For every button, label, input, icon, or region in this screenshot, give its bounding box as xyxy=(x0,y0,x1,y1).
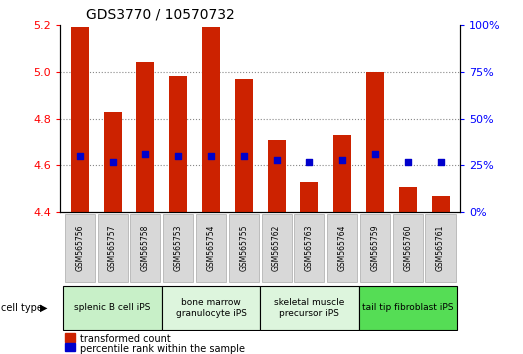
FancyBboxPatch shape xyxy=(229,214,259,282)
Text: GSM565753: GSM565753 xyxy=(174,224,183,271)
FancyBboxPatch shape xyxy=(260,286,359,330)
Text: GDS3770 / 10570732: GDS3770 / 10570732 xyxy=(86,7,235,21)
Text: GSM565757: GSM565757 xyxy=(108,224,117,271)
FancyBboxPatch shape xyxy=(262,214,292,282)
Point xyxy=(108,159,117,165)
Point xyxy=(240,153,248,159)
Point xyxy=(141,152,150,157)
Text: GSM565758: GSM565758 xyxy=(141,224,150,271)
FancyBboxPatch shape xyxy=(65,214,95,282)
Text: cell type: cell type xyxy=(1,303,42,313)
FancyBboxPatch shape xyxy=(97,214,128,282)
Text: splenic B cell iPS: splenic B cell iPS xyxy=(74,303,151,313)
Bar xyxy=(300,182,319,212)
Text: skeletal muscle
precursor iPS: skeletal muscle precursor iPS xyxy=(274,298,345,318)
Text: bone marrow
granulocyte iPS: bone marrow granulocyte iPS xyxy=(176,298,246,318)
Point xyxy=(207,153,215,159)
Bar xyxy=(268,140,286,212)
FancyBboxPatch shape xyxy=(130,214,161,282)
Text: GSM565760: GSM565760 xyxy=(403,224,412,271)
Bar xyxy=(235,79,253,212)
Bar xyxy=(202,27,220,212)
FancyBboxPatch shape xyxy=(327,214,357,282)
Bar xyxy=(333,135,351,212)
Text: ▶: ▶ xyxy=(40,303,48,313)
Text: GSM565761: GSM565761 xyxy=(436,224,445,271)
Text: GSM565759: GSM565759 xyxy=(370,224,380,271)
Text: GSM565756: GSM565756 xyxy=(75,224,84,271)
Bar xyxy=(71,27,89,212)
Text: percentile rank within the sample: percentile rank within the sample xyxy=(80,344,245,354)
Bar xyxy=(366,72,384,212)
FancyBboxPatch shape xyxy=(196,214,226,282)
Bar xyxy=(399,187,417,212)
Point xyxy=(436,159,445,165)
FancyBboxPatch shape xyxy=(162,286,260,330)
FancyBboxPatch shape xyxy=(63,286,162,330)
Bar xyxy=(431,196,450,212)
Text: GSM565764: GSM565764 xyxy=(338,224,347,271)
FancyBboxPatch shape xyxy=(360,214,390,282)
Text: GSM565762: GSM565762 xyxy=(272,224,281,271)
Point xyxy=(338,157,346,163)
FancyBboxPatch shape xyxy=(294,214,324,282)
Text: GSM565763: GSM565763 xyxy=(305,224,314,271)
Point xyxy=(76,153,84,159)
Bar xyxy=(104,112,122,212)
Text: GSM565755: GSM565755 xyxy=(240,224,248,271)
Point xyxy=(272,157,281,163)
Text: GSM565754: GSM565754 xyxy=(207,224,215,271)
FancyBboxPatch shape xyxy=(359,286,457,330)
Bar xyxy=(137,62,154,212)
FancyBboxPatch shape xyxy=(163,214,194,282)
Point xyxy=(174,153,183,159)
FancyBboxPatch shape xyxy=(426,214,456,282)
Bar xyxy=(169,76,187,212)
FancyBboxPatch shape xyxy=(393,214,423,282)
Text: transformed count: transformed count xyxy=(80,334,171,344)
Text: tail tip fibroblast iPS: tail tip fibroblast iPS xyxy=(362,303,453,313)
Point xyxy=(305,159,314,165)
Point xyxy=(404,159,412,165)
Point xyxy=(371,152,379,157)
